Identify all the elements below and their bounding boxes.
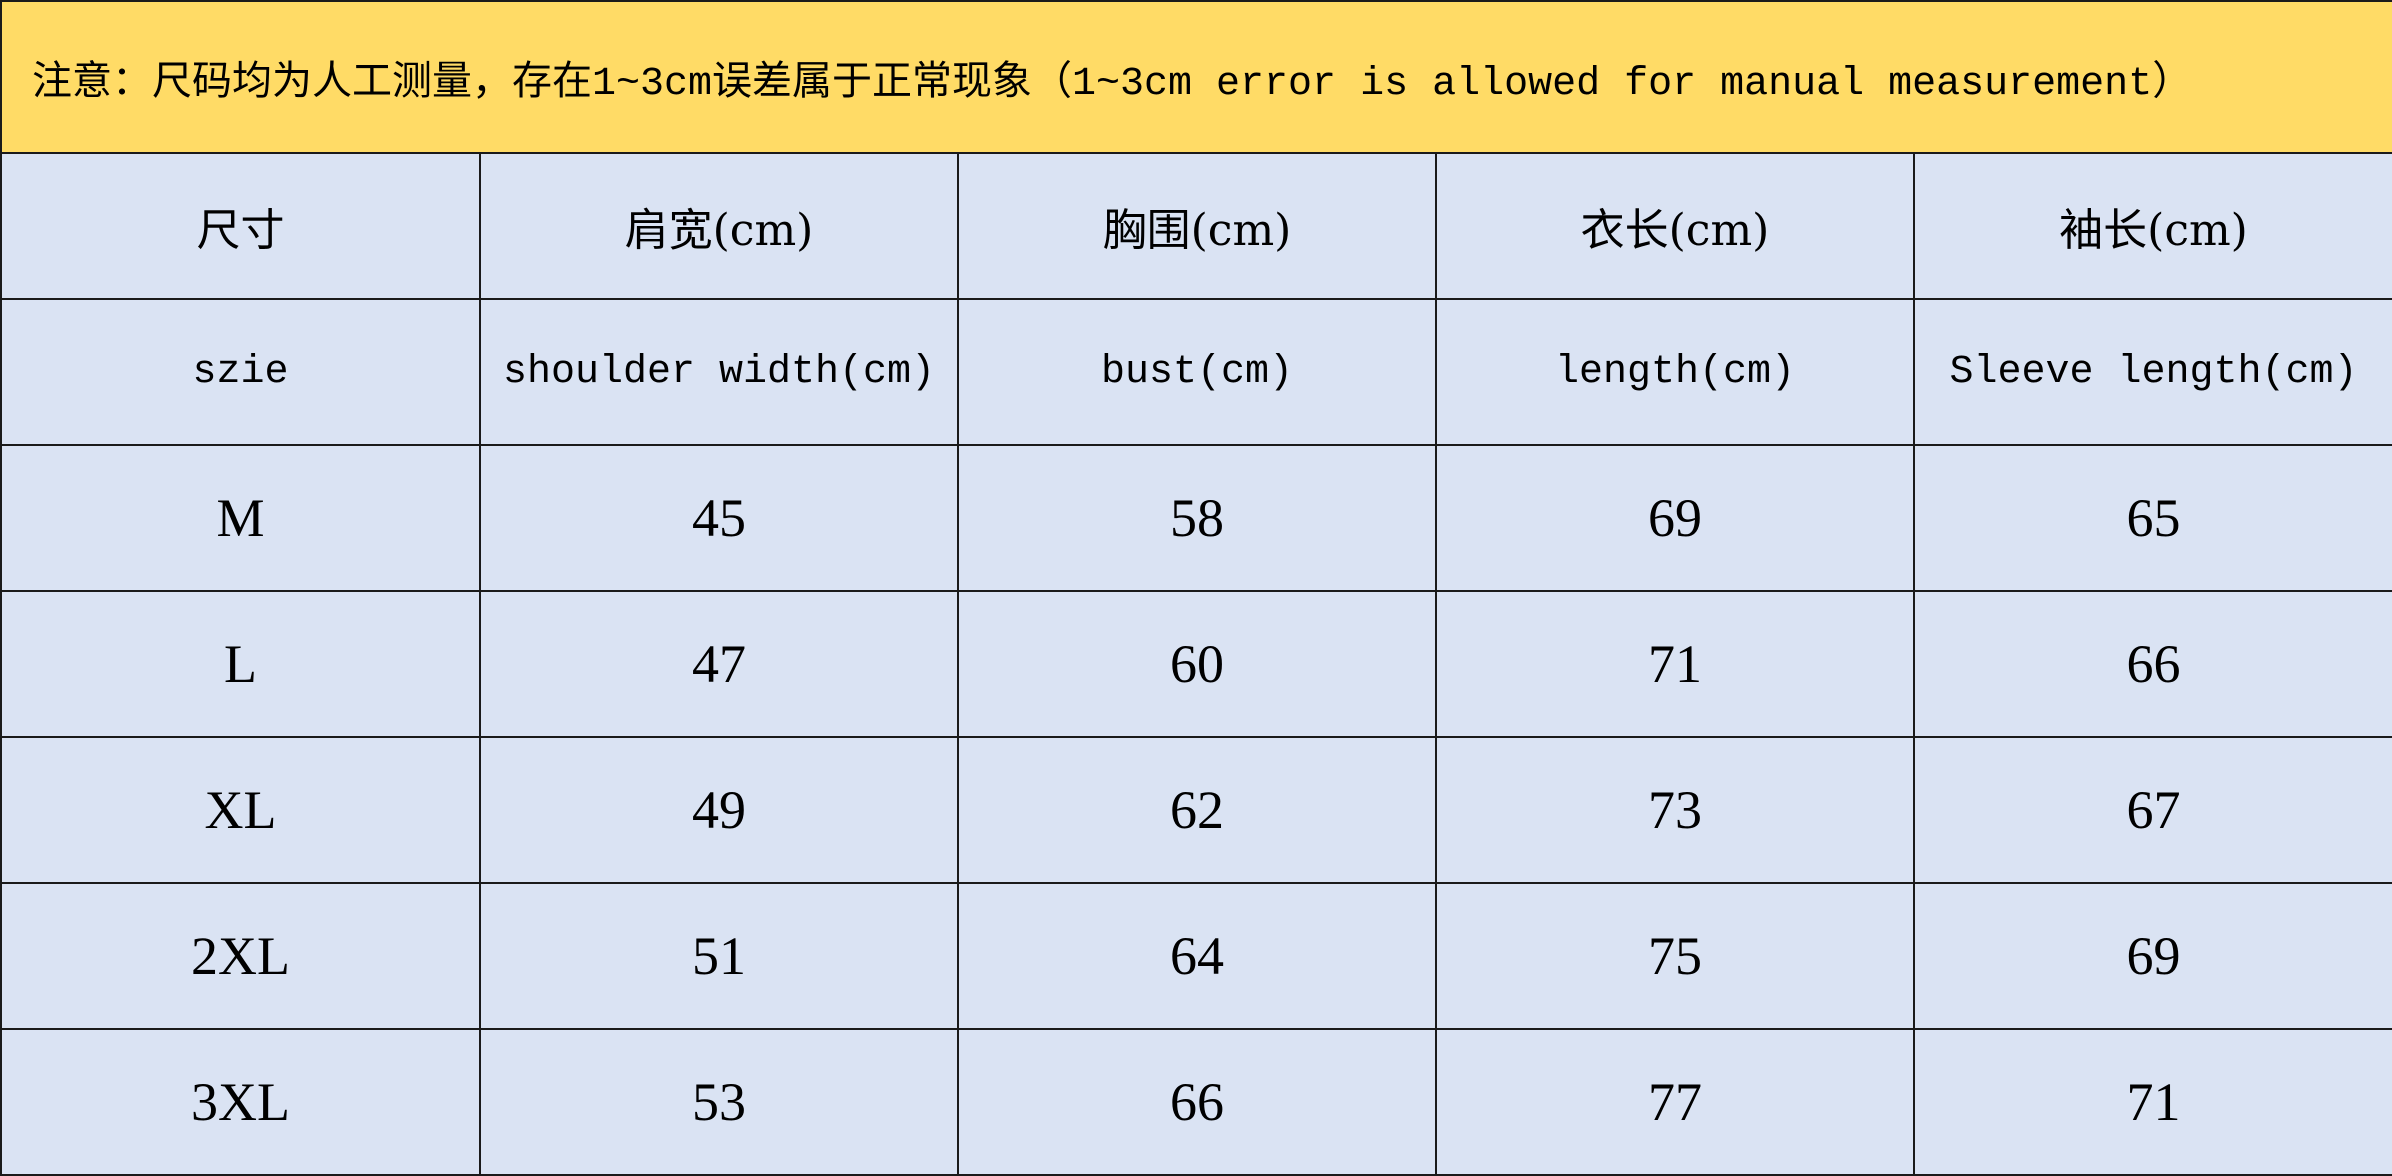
table-row: L 47 60 71 66 [0,590,2392,738]
header-shoulder-width-en: shoulder width(cm) [479,298,959,446]
value-cell: 47 [479,590,959,738]
value-cell: 51 [479,882,959,1030]
value-cell: 65 [1912,444,2392,592]
measurement-notice-row: 注意：尺码均为人工测量，存在1~3cm误差属于正常现象（1~3cm error … [0,0,2392,154]
value-cell: 64 [957,882,1437,1030]
value-cell: 73 [1435,736,1915,884]
header-row-english: szie shoulder width(cm) bust(cm) length(… [0,298,2392,446]
value-cell: 71 [1912,1028,2392,1176]
value-cell: 60 [957,590,1437,738]
header-row-chinese: 尺寸 肩宽(cm) 胸围(cm) 衣长(cm) 袖长(cm) [0,152,2392,300]
header-size: 尺寸 [0,152,481,300]
value-cell: 75 [1435,882,1915,1030]
size-cell: XL [0,736,481,884]
table-row: 3XL 53 66 77 71 [0,1028,2392,1176]
value-cell: 49 [479,736,959,884]
header-length: 衣长(cm) [1435,152,1915,300]
size-cell: 2XL [0,882,481,1030]
value-cell: 58 [957,444,1437,592]
value-cell: 77 [1435,1028,1915,1176]
header-bust: 胸围(cm) [957,152,1437,300]
table-row: XL 49 62 73 67 [0,736,2392,884]
measurement-notice: 注意：尺码均为人工测量，存在1~3cm误差属于正常现象（1~3cm error … [0,0,2392,154]
value-cell: 66 [1912,590,2392,738]
table-row: M 45 58 69 65 [0,444,2392,592]
size-cell: 3XL [0,1028,481,1176]
value-cell: 69 [1912,882,2392,1030]
table-row: 2XL 51 64 75 69 [0,882,2392,1030]
value-cell: 53 [479,1028,959,1176]
header-shoulder-width: 肩宽(cm) [479,152,959,300]
header-length-en: length(cm) [1435,298,1915,446]
header-size-en: szie [0,298,481,446]
header-bust-en: bust(cm) [957,298,1437,446]
value-cell: 67 [1912,736,2392,884]
value-cell: 45 [479,444,959,592]
size-cell: M [0,444,481,592]
header-sleeve-length-en: Sleeve length(cm) [1912,298,2392,446]
header-sleeve-length: 袖长(cm) [1912,152,2392,300]
value-cell: 69 [1435,444,1915,592]
value-cell: 66 [957,1028,1437,1176]
size-cell: L [0,590,481,738]
value-cell: 62 [957,736,1437,884]
value-cell: 71 [1435,590,1915,738]
